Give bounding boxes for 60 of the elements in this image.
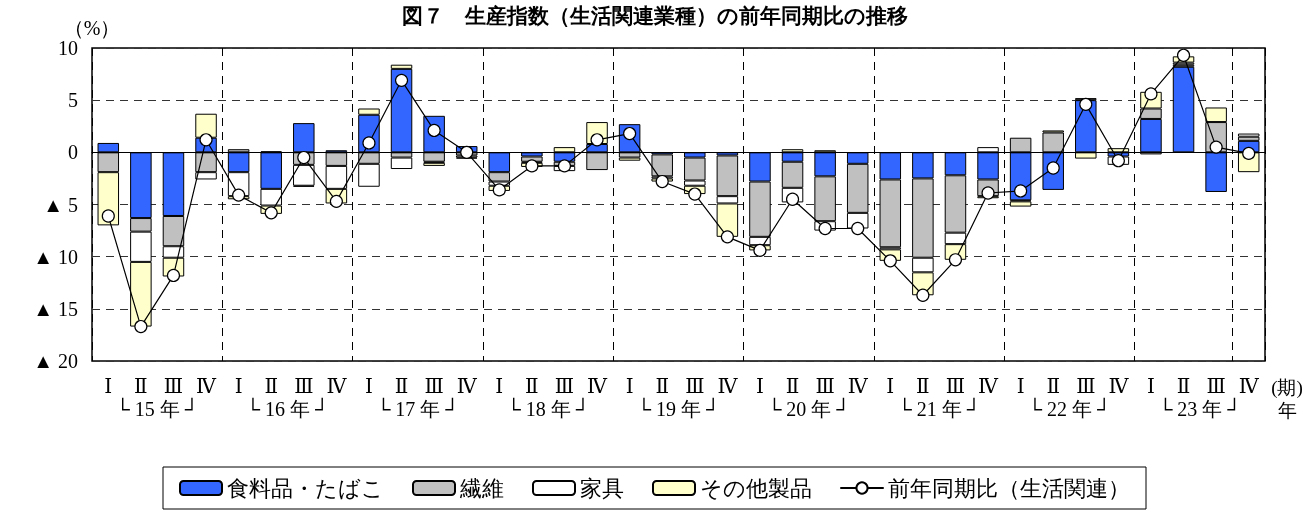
x-tick-label: Ⅱ [1046, 375, 1061, 397]
x-tick-label: Ⅱ [785, 375, 800, 397]
text: └ 17 年 ┘ [376, 397, 460, 420]
x-tick-label: Ⅰ [886, 375, 895, 397]
y-tick-label: 10 [58, 37, 78, 59]
x-tick-label: Ⅰ [495, 375, 504, 397]
x-tick-label: Ⅲ [163, 375, 184, 397]
x-tick-label: Ⅰ [234, 375, 243, 397]
text: └ 16 年 ┘ [245, 397, 330, 420]
x-tick-label: Ⅱ [655, 375, 670, 397]
legend-label: 繊維 [459, 475, 504, 501]
y-axis-title: （%） [63, 17, 121, 40]
y-tick-label: 5 [68, 89, 78, 112]
x-tick-label: Ⅱ [1176, 375, 1191, 397]
x-tick-label: Ⅱ [264, 375, 279, 397]
y-tick-label: 0 [68, 141, 78, 164]
x-tick-label: Ⅰ [1016, 375, 1025, 397]
y-tick-label: ▲ 15 [33, 297, 78, 320]
x-tick-label: Ⅳ [717, 375, 739, 397]
x-axis-title: (期) 年 [1271, 377, 1303, 421]
legend-label: その他製品 [700, 475, 812, 501]
x-tick-label: Ⅰ [1147, 375, 1155, 397]
x-tick-label: Ⅲ [554, 375, 575, 397]
y-tick-label: ▲ 10 [33, 245, 78, 268]
y-tick-label: ▲ 5 [43, 193, 78, 216]
text: └ 21 年 ┘ [897, 397, 981, 420]
chart-title: 図７ 生産指数（生活関連業種）の前年同期比の推移 [401, 3, 908, 28]
legend-label: 家具 [580, 475, 624, 501]
x-tick-label: Ⅲ [424, 375, 444, 397]
text: └ 22 年 ┘ [1027, 397, 1112, 420]
x-tick-label: Ⅱ [916, 375, 930, 397]
legend-label: 前年同期比（生活関連） [888, 475, 1130, 501]
x-tick-label: Ⅲ [1076, 375, 1096, 397]
x-tick-label: Ⅰ [756, 375, 764, 397]
x-tick-label: Ⅱ [394, 375, 409, 397]
x-tick-label: Ⅲ [685, 375, 705, 397]
x-tick-label: Ⅳ [1108, 375, 1130, 397]
legend-label: 食料品・たばこ [227, 475, 384, 501]
x-tick-label: Ⅳ [847, 375, 869, 397]
x-tick-label: Ⅲ [294, 375, 314, 397]
x-tick-label: Ⅳ [587, 375, 609, 397]
text: └ 15 年 ┘ [115, 397, 199, 420]
x-tick-label: Ⅳ [1238, 375, 1260, 397]
x-tick-label: Ⅳ [196, 375, 218, 397]
x-tick-label: Ⅰ [625, 375, 634, 397]
x-tick-label: Ⅱ [525, 375, 539, 397]
x-tick-label: Ⅲ [815, 375, 835, 397]
x-tick-label: Ⅳ [978, 375, 1000, 397]
text: └ 23 年 ┘ [1158, 397, 1242, 420]
x-tick-label: Ⅲ [1206, 375, 1226, 397]
x-tick-label: Ⅳ [326, 375, 348, 397]
text: └ 18 年 ┘ [506, 397, 590, 420]
y-tick-label: ▲ 20 [33, 350, 78, 372]
x-tick-label: Ⅲ [945, 375, 966, 397]
x-tick-label: Ⅰ [104, 375, 113, 397]
x-tick-label: Ⅱ [134, 375, 148, 397]
text: └ 19 年 ┘ [636, 397, 721, 420]
x-tick-label: Ⅳ [456, 375, 478, 397]
x-tick-label: Ⅰ [365, 375, 373, 397]
text: └ 20 年 ┘ [767, 397, 851, 420]
